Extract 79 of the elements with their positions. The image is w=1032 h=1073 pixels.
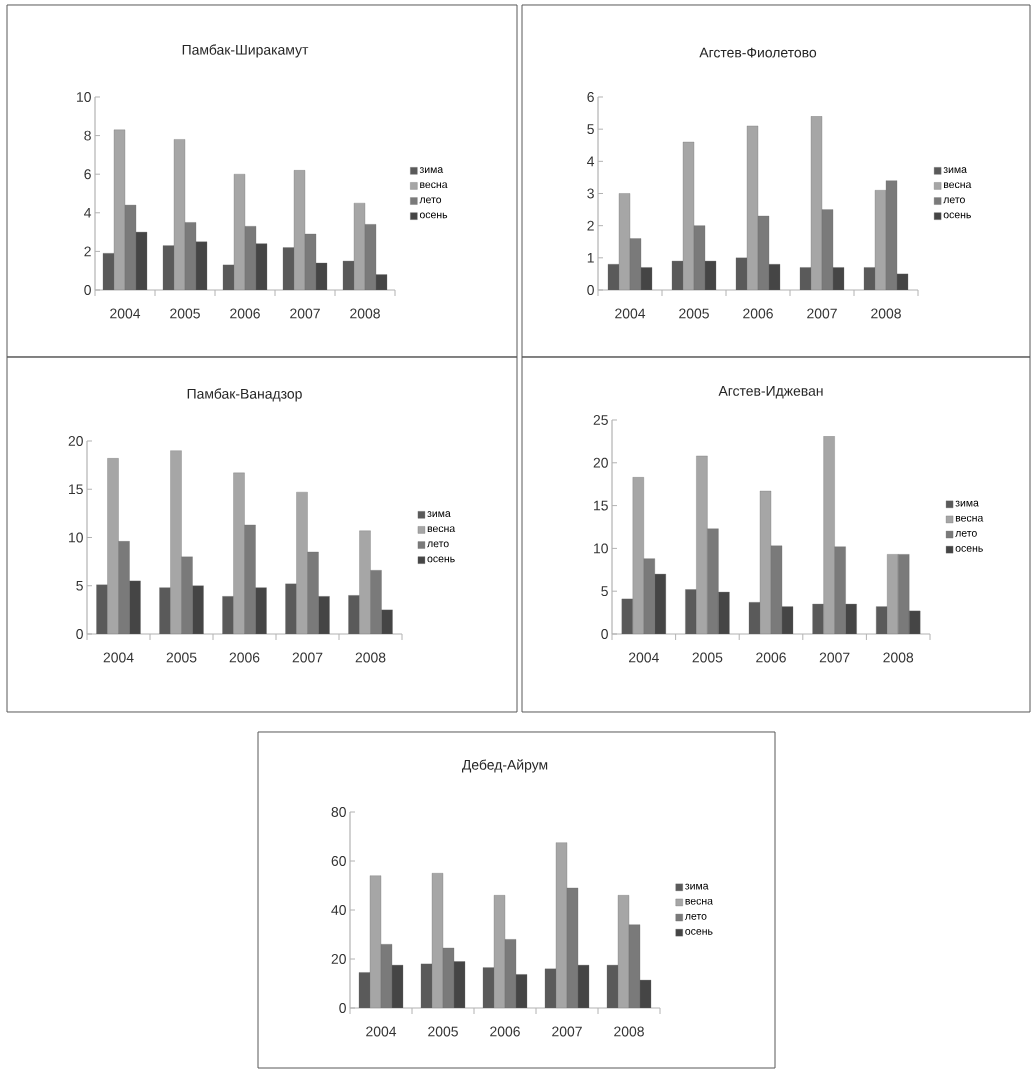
chart-title: Дебед-Айрум: [462, 759, 548, 773]
x-tick-label: 2004: [103, 652, 134, 663]
legend-label: осень: [419, 212, 448, 219]
y-tick-label: 25: [593, 415, 608, 425]
x-tick-label: 2008: [614, 1026, 644, 1037]
chart-title: Памбак-Ванадзор: [187, 388, 302, 402]
y-tick-label: 2: [587, 220, 594, 231]
y-tick-label: 80: [331, 807, 346, 817]
y-tick-label: 0: [84, 285, 91, 295]
legend-label: весна: [420, 182, 448, 189]
legend-label: весна: [685, 898, 713, 905]
legend-label: зима: [427, 511, 451, 518]
legend-label: зима: [685, 883, 709, 890]
y-tick-label: 20: [593, 457, 608, 468]
legend-label: осень: [943, 212, 971, 219]
x-tick-label: 2008: [355, 652, 386, 663]
y-tick-label: 10: [69, 532, 83, 543]
y-tick-label: 0: [587, 285, 594, 295]
y-tick-label: 1: [587, 253, 594, 263]
x-tick-label: 2006: [230, 308, 260, 319]
x-tick-label: 2006: [743, 308, 773, 319]
x-tick-label: 2006: [756, 652, 786, 663]
legend-label: осень: [955, 546, 983, 552]
y-tick-label: 5: [76, 580, 83, 591]
legend-label: лето: [419, 197, 442, 204]
y-tick-label: 20: [68, 436, 83, 446]
x-tick-label: 2007: [552, 1026, 582, 1037]
y-tick-label: 8: [84, 130, 91, 141]
legend-label: весна: [955, 515, 984, 522]
legend-label: весна: [944, 182, 972, 189]
y-tick-label: 6: [84, 169, 91, 180]
x-tick-label: 2005: [166, 652, 197, 663]
y-tick-label: 5: [587, 124, 594, 135]
x-tick-label: 2006: [490, 1026, 520, 1037]
x-tick-label: 2008: [350, 308, 380, 319]
chart-title: Агстев-Иджеван: [718, 386, 823, 399]
legend-label: зима: [419, 167, 444, 173]
x-tick-label: 2005: [692, 652, 723, 663]
y-tick-label: 0: [339, 1003, 346, 1013]
legend-label: осень: [427, 556, 455, 563]
x-tick-label: 2007: [807, 308, 837, 319]
legend-label: лето: [943, 197, 965, 204]
legend-label: лето: [955, 530, 977, 537]
x-tick-label: 2004: [629, 652, 659, 663]
legend-label: лето: [684, 914, 707, 920]
y-tick-label: 5: [601, 586, 608, 597]
y-tick-label: 10: [77, 92, 91, 102]
y-tick-label: 20: [331, 954, 346, 964]
y-tick-label: 3: [587, 188, 594, 199]
legend-label: зима: [943, 167, 967, 174]
y-tick-label: 4: [587, 156, 595, 167]
x-tick-label: 2007: [292, 652, 323, 663]
x-tick-label: 2004: [110, 308, 141, 319]
y-tick-label: 15: [69, 484, 83, 495]
x-tick-label: 2008: [871, 308, 901, 319]
legend-label: весна: [427, 526, 456, 533]
legend-label: осень: [685, 929, 713, 935]
y-tick-label: 0: [76, 629, 83, 639]
x-tick-label: 2005: [679, 308, 709, 319]
y-tick-label: 4: [84, 207, 92, 218]
x-tick-label: 2004: [615, 308, 646, 319]
y-tick-label: 60: [331, 856, 346, 866]
y-tick-label: 2: [84, 246, 91, 257]
y-tick-label: 10: [594, 543, 608, 554]
x-tick-label: 2008: [883, 652, 914, 663]
legend-label: лето: [427, 541, 449, 548]
y-tick-label: 40: [331, 905, 346, 915]
x-tick-label: 2006: [229, 652, 260, 663]
y-tick-label: 0: [601, 629, 608, 639]
chart-title: Агстев-Фиолетово: [699, 47, 817, 58]
x-tick-label: 2005: [170, 308, 200, 319]
legend-label: зима: [955, 500, 979, 507]
x-tick-label: 2004: [366, 1026, 397, 1037]
x-tick-label: 2007: [819, 652, 850, 663]
x-tick-label: 2005: [428, 1026, 458, 1037]
x-tick-label: 2007: [290, 308, 320, 319]
y-tick-label: 15: [594, 500, 608, 511]
chart-title: Памбак-Ширакамут: [182, 44, 309, 58]
y-tick-label: 6: [587, 92, 594, 102]
